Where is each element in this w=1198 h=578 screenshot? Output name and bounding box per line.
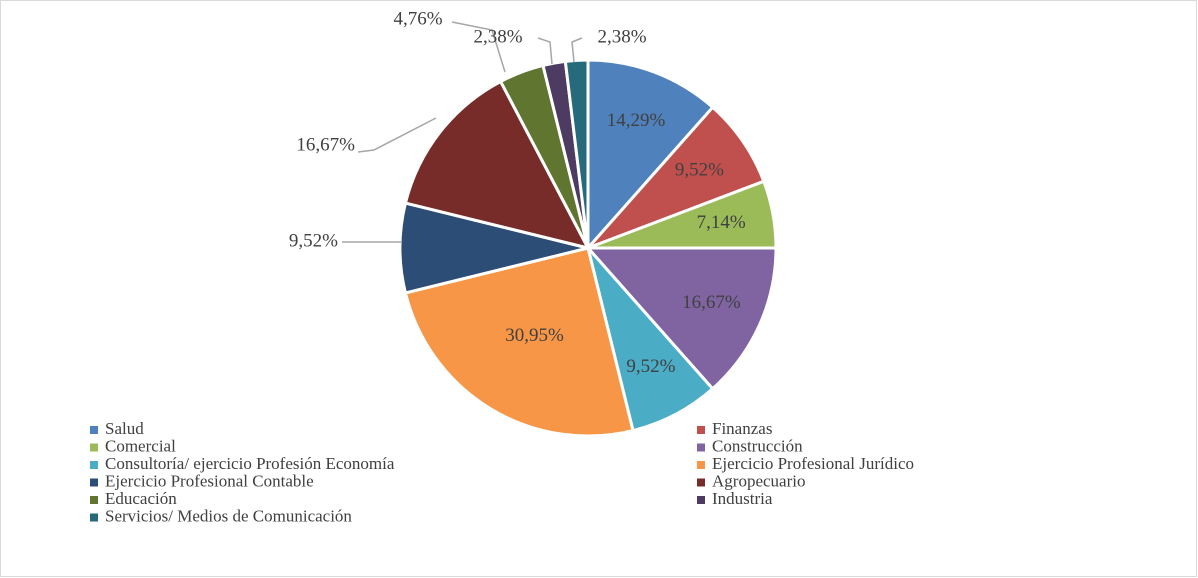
legend-label: Finanzas — [712, 419, 772, 438]
legend-swatch — [697, 478, 705, 487]
pie-slice — [403, 246, 635, 438]
data-label: 14,29% — [607, 110, 666, 131]
legend-swatch — [697, 461, 705, 469]
legend-label: Ejercicio Profesional Contable — [105, 471, 314, 490]
legend-label: Comercial — [105, 436, 176, 455]
legend-swatch — [90, 443, 98, 452]
leader-line — [451, 21, 506, 73]
legend-label: Educación — [105, 489, 177, 508]
legend-swatch — [90, 478, 98, 487]
legend-swatch — [90, 496, 98, 504]
data-label: 2,38% — [597, 26, 646, 47]
data-label: 2,38% — [473, 26, 522, 47]
data-label: 7,14% — [697, 212, 746, 233]
legend-label: Agropecuario — [712, 471, 805, 490]
legend-swatch — [697, 496, 705, 504]
legend-swatch — [90, 513, 98, 522]
legend-swatch — [90, 461, 98, 469]
legend-swatch — [697, 426, 705, 434]
data-label: 9,52% — [289, 230, 338, 251]
legend-label: Industria — [712, 489, 773, 508]
legend-label: Construcción — [712, 436, 803, 455]
legend-swatch — [90, 426, 98, 434]
leader-line — [571, 37, 583, 63]
data-label: 16,67% — [296, 134, 355, 155]
pie-slice — [586, 58, 715, 252]
data-label: 30,95% — [505, 325, 564, 346]
pie-slice — [584, 246, 778, 391]
legend-label: Salud — [105, 419, 144, 438]
data-label: 9,52% — [675, 159, 724, 180]
legend-label: Ejercicio Profesional Jurídico — [712, 454, 914, 473]
data-label: 16,67% — [682, 292, 741, 313]
legend-swatch — [697, 443, 705, 452]
data-label: 4,76% — [393, 8, 442, 29]
pie-slice — [403, 79, 591, 251]
pie-slice — [563, 58, 590, 249]
leader-line — [537, 37, 553, 65]
leader-line — [357, 117, 437, 153]
data-label: 9,52% — [626, 356, 675, 377]
legend-label: Consultoría/ ejercicio Profesión Economí… — [105, 454, 395, 473]
legend-label: Servicios/ Medios de Comunicación — [105, 506, 352, 525]
